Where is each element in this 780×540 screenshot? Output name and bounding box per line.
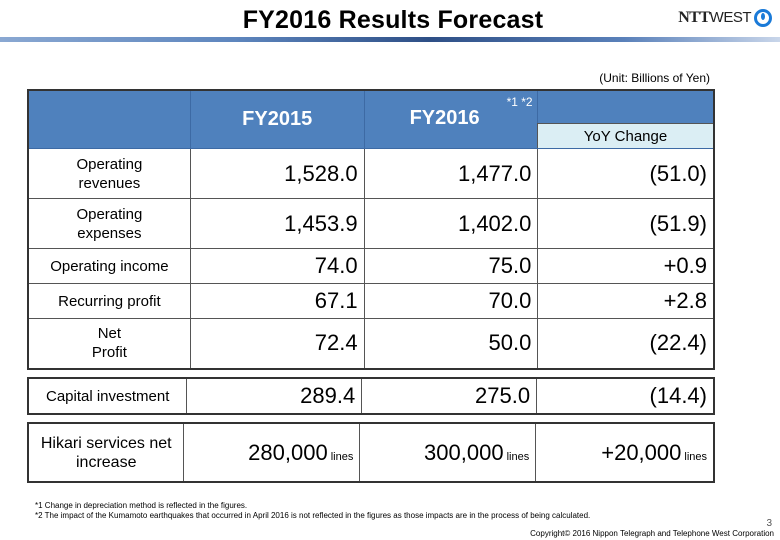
- label-line1: Operating: [76, 155, 143, 173]
- capital-investment-table: Capital investment 289.4 275.0 (14.4): [27, 377, 715, 415]
- logo-west: WEST: [709, 9, 752, 26]
- unit: lines: [506, 450, 530, 463]
- table-header-row: FY2015 FY2016 *1 *2 YoY Change: [27, 89, 715, 149]
- hikari-table: Hikari services net increase 280,000 lines…: [27, 422, 715, 483]
- fy2016-value: 50.0: [363, 318, 539, 369]
- table-row: Operating revenues 1,528.0 1,477.0 (51.0): [27, 148, 715, 199]
- header-divider: [0, 37, 780, 42]
- value: 300,000: [424, 439, 504, 465]
- fy2016-value: 275.0: [361, 377, 538, 415]
- logo-ntt: NTT: [678, 9, 710, 26]
- label-line1: Operating: [76, 205, 143, 223]
- fy2015-value: 67.1: [189, 283, 365, 319]
- footnote-1: *1 Change in depreciation method is refl…: [35, 501, 248, 510]
- table-row: Capital investment 289.4 275.0 (14.4): [27, 377, 715, 415]
- fy2015-value: 1,528.0: [189, 148, 365, 199]
- fy2016-value: 300,000 lines: [359, 422, 537, 483]
- company-logo: NTTWEST: [678, 9, 772, 27]
- row-label: Operating expenses: [27, 198, 191, 249]
- fy2016-value: 1,477.0: [363, 148, 539, 199]
- table-row: Operating expenses 1,453.9 1,402.0 (51.9): [27, 198, 715, 249]
- table-row: Net Profit 72.4 50.0 (22.4): [27, 318, 715, 369]
- row-label: Recurring profit: [27, 283, 191, 319]
- yoy-value: +0.9: [537, 248, 715, 284]
- table-row: Recurring profit 67.1 70.0 +2.8: [27, 283, 715, 319]
- fy2015-value: 289.4: [186, 377, 363, 415]
- fy2015-value: 280,000 lines: [183, 422, 361, 483]
- table-row: Operating income 74.0 75.0 +0.9: [27, 248, 715, 284]
- label-line2: Profit: [91, 344, 127, 362]
- yoy-value: +2.8: [537, 283, 715, 319]
- yoy-value: +20,000 lines: [535, 422, 715, 483]
- unit: lines: [330, 450, 354, 463]
- footnote-2: *2 The impact of the Kumamoto earthquake…: [35, 511, 591, 520]
- yoy-value: (22.4): [537, 318, 715, 369]
- row-label: Hikari services net increase: [27, 422, 185, 483]
- ntt-logo-icon: [754, 9, 772, 27]
- fy2016-value: 75.0: [363, 248, 539, 284]
- label-line2: revenues: [78, 174, 141, 192]
- row-label: Operating revenues: [27, 148, 191, 199]
- table-row: Hikari services net increase 280,000 lines…: [27, 422, 715, 483]
- page-number: 3: [766, 518, 772, 529]
- logo-text: NTTWEST: [678, 9, 751, 27]
- fy2016-value: 70.0: [363, 283, 539, 319]
- header-yoy: YoY Change: [537, 89, 715, 149]
- copyright: Copyright© 2016 Nippon Telegraph and Tel…: [530, 529, 774, 538]
- unit: lines: [684, 450, 707, 463]
- title-text: FY2016 Results Forecast: [242, 6, 544, 34]
- yoy-value: (14.4): [536, 377, 715, 415]
- label-line2: expenses: [77, 224, 142, 242]
- label-line2: increase: [75, 453, 137, 471]
- page-title: FY2016 Results Forecast: [0, 6, 780, 35]
- row-label: Capital investment: [27, 377, 188, 415]
- value: 280,000: [248, 439, 328, 465]
- label-line1: Net: [97, 325, 122, 343]
- fy2016-value: 1,402.0: [363, 198, 539, 249]
- unit-label: (Unit: Billions of Yen): [599, 71, 710, 85]
- fy2015-value: 72.4: [189, 318, 365, 369]
- header-fy2015: FY2015: [189, 89, 365, 149]
- header-fy2016: FY2016 *1 *2: [363, 89, 539, 149]
- fy2016-label: FY2016: [409, 107, 480, 129]
- fy2015-value: 1,453.9: [189, 198, 365, 249]
- fy2015-value: 74.0: [189, 248, 365, 284]
- yoy-change-label: YoY Change: [537, 123, 713, 148]
- yoy-value: (51.9): [537, 198, 715, 249]
- yoy-value: (51.0): [537, 148, 715, 199]
- row-label: Net Profit: [27, 318, 191, 369]
- value: +20,000: [601, 439, 682, 465]
- label-line1: Hikari services net: [40, 434, 172, 452]
- results-table: FY2015 FY2016 *1 *2 YoY Change Operating…: [27, 89, 715, 370]
- row-label: Operating income: [27, 248, 191, 284]
- header-blank: [27, 89, 191, 149]
- footnote-refs: *1 *2: [506, 95, 533, 109]
